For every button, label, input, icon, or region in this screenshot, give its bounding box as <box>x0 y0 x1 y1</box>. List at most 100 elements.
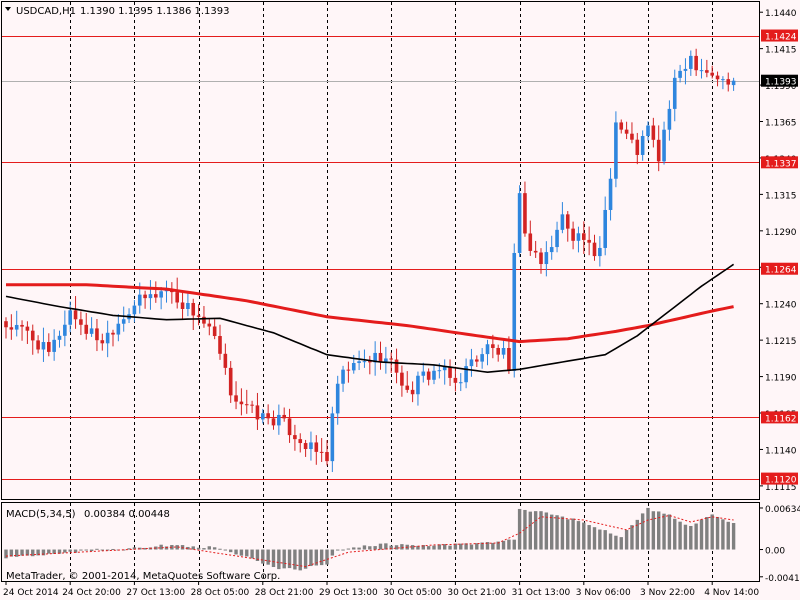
copyright-text: MetaTrader, © 2001-2014, MetaQuotes Soft… <box>6 571 280 582</box>
macd-histogram-bar <box>491 542 495 550</box>
candle-body <box>175 292 179 303</box>
candle-body <box>475 359 479 362</box>
macd-histogram-bar <box>368 546 372 550</box>
macd-histogram-bar <box>721 519 725 550</box>
macd-histogram-bar <box>250 549 254 559</box>
macd-histogram-bar <box>630 525 634 550</box>
macd-histogram-bar <box>566 519 570 550</box>
macd-histogram-bar <box>571 518 575 550</box>
candle-body <box>442 366 447 371</box>
macd-histogram-bar <box>287 549 292 569</box>
candle-body <box>148 294 153 299</box>
candle-body <box>282 414 286 419</box>
candle-body <box>47 342 51 352</box>
sma-fast-line <box>5 263 735 374</box>
macd-histogram-bar <box>196 547 201 550</box>
macd-histogram-bar <box>517 508 522 550</box>
macd-histogram-bar <box>624 530 629 550</box>
macd-histogram-bar <box>587 525 591 550</box>
candle-body <box>319 451 324 453</box>
candle-body <box>373 352 377 363</box>
price-axis-label: 1.1390 <box>765 82 797 92</box>
candle-body <box>694 55 698 71</box>
current-price-label-bg <box>761 74 798 87</box>
candle-body <box>261 413 265 420</box>
macd-histogram-bar <box>678 521 682 550</box>
macd-histogram-bar <box>710 514 714 550</box>
macd-histogram-bar <box>111 548 115 550</box>
macd-histogram-bar <box>646 507 650 550</box>
macd-histogram-bar <box>475 543 479 550</box>
candle-body <box>14 324 19 330</box>
macd-histogram-bar <box>79 549 83 551</box>
macd-histogram-bar <box>448 545 452 550</box>
level-price-label: 1.1337 <box>765 159 797 169</box>
moving-averages <box>5 263 735 374</box>
macd-signal-line <box>5 514 734 568</box>
macd-header-name: MACD(5,34,5) <box>6 509 76 520</box>
price-axis-label: 1.1440 <box>765 9 797 19</box>
candle-body <box>330 413 335 462</box>
macd-histogram-bar <box>485 542 490 550</box>
price-axis-label: 1.1240 <box>765 301 797 311</box>
candle-body <box>223 353 228 368</box>
macd-histogram-bar <box>186 546 190 550</box>
candle-body <box>458 382 463 384</box>
level-price-label-bg <box>761 29 798 42</box>
candle-body <box>683 68 688 71</box>
macd-panel <box>4 507 736 571</box>
candle-body <box>598 247 602 257</box>
macd-histogram-bar <box>309 549 313 567</box>
candle-body <box>689 55 693 69</box>
candle-body <box>250 404 254 406</box>
candle-body <box>726 79 731 85</box>
candles[interactable] <box>4 48 736 473</box>
macd-histogram-bar <box>384 543 388 550</box>
macd-histogram-bar <box>266 549 270 565</box>
macd-histogram-bar <box>255 549 260 561</box>
price-axis-label: 1.1315 <box>765 191 797 201</box>
candle-body <box>715 75 720 80</box>
macd-histogram-bar <box>480 542 484 550</box>
macd-histogram-bar <box>394 545 399 550</box>
ema-slow-line <box>6 283 734 344</box>
macd-histogram-bar <box>507 539 511 550</box>
macd-histogram-bar <box>512 539 516 550</box>
macd-histogram-bar <box>41 549 46 556</box>
candle-body <box>89 328 94 334</box>
candle-body <box>20 324 24 327</box>
macd-histogram-bar <box>352 547 356 550</box>
macd-histogram-bar <box>25 549 30 556</box>
macd-histogram-bar <box>592 527 597 550</box>
candle-body <box>635 139 640 155</box>
candle-body <box>277 414 281 426</box>
macd-histogram-bar <box>212 547 217 550</box>
macd-histogram-bar <box>683 524 688 550</box>
time-axis-label: 3 Nov 06:00 <box>576 588 631 598</box>
macd-histogram-bar <box>421 545 425 550</box>
macd-histogram-bar <box>282 549 286 569</box>
horizontal-levels <box>2 36 759 480</box>
macd-histogram-bar <box>218 548 222 550</box>
macd-histogram-bar <box>614 535 618 550</box>
macd-histogram-bar <box>705 517 709 550</box>
candle-body <box>410 389 415 395</box>
macd-histogram-bar <box>314 549 318 566</box>
candle-body <box>453 377 458 383</box>
price-axis-label: 1.1215 <box>765 337 797 347</box>
macd-histogram-bar <box>416 545 420 550</box>
candle-body <box>362 361 367 363</box>
candle-body <box>667 108 672 130</box>
candle-body <box>79 319 83 325</box>
candle-body <box>517 193 522 253</box>
macd-histogram-bar <box>437 544 442 550</box>
candle-body <box>539 252 543 265</box>
dropdown-arrow-icon[interactable] <box>5 7 11 11</box>
candle-body <box>448 366 452 378</box>
macd-histogram-bar <box>496 541 500 550</box>
candle-body <box>121 319 126 324</box>
macd-histogram-bar <box>277 549 281 570</box>
macd-histogram-bar <box>432 545 436 550</box>
candle-body <box>266 413 270 419</box>
